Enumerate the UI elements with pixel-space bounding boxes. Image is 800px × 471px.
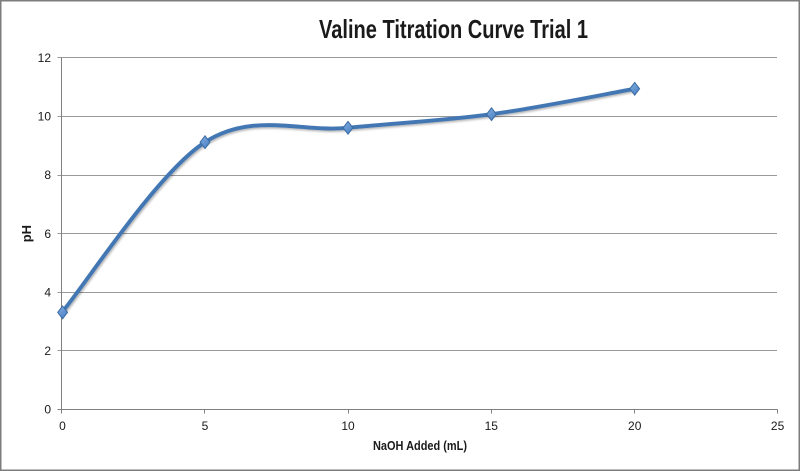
svg-text:8: 8 xyxy=(44,168,51,182)
svg-text:10: 10 xyxy=(341,419,355,433)
svg-text:NaOH Added (mL): NaOH Added (mL) xyxy=(373,438,467,453)
svg-text:10: 10 xyxy=(38,110,52,124)
svg-text:2: 2 xyxy=(44,344,51,358)
svg-text:20: 20 xyxy=(628,419,642,433)
svg-text:12: 12 xyxy=(38,51,52,65)
svg-text:4: 4 xyxy=(44,285,51,299)
svg-text:5: 5 xyxy=(202,419,209,433)
svg-text:pH: pH xyxy=(19,225,34,242)
svg-text:15: 15 xyxy=(485,419,499,433)
svg-text:25: 25 xyxy=(771,419,785,433)
svg-text:6: 6 xyxy=(44,227,51,241)
svg-text:0: 0 xyxy=(59,419,66,433)
svg-text:Valine Titration Curve Trial 1: Valine Titration Curve Trial 1 xyxy=(319,14,588,44)
svg-text:0: 0 xyxy=(44,403,51,417)
